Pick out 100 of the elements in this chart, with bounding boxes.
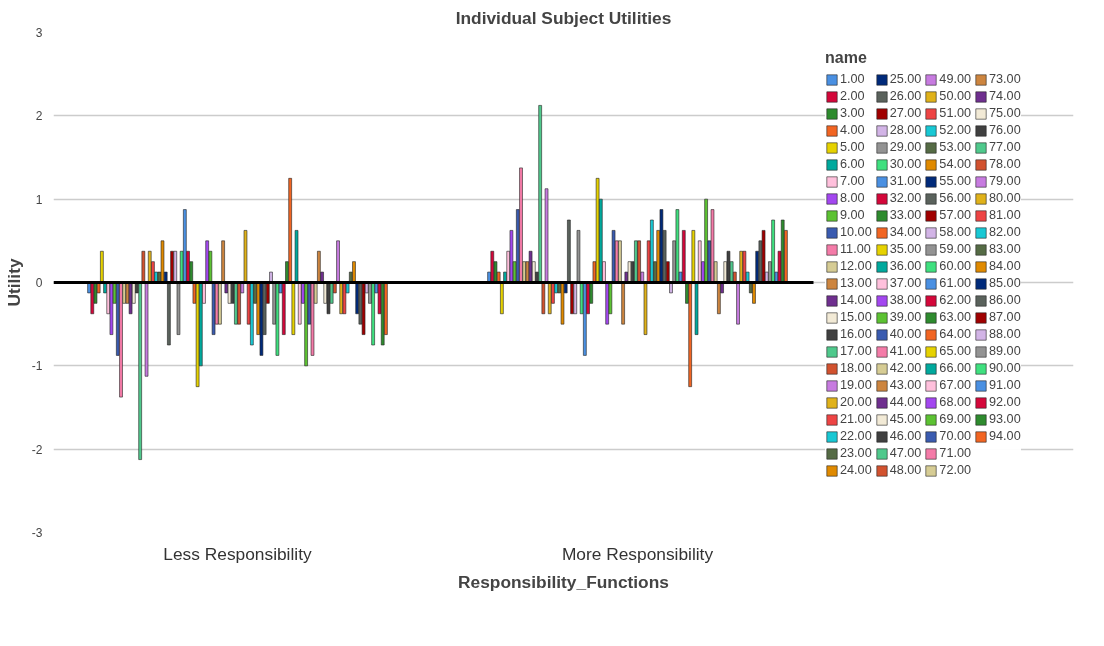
legend-label: 43.00 [889,378,922,392]
bar [221,240,225,283]
legend-label: 21.00 [840,412,872,426]
legend-label: 35.00 [889,242,922,256]
bar [371,282,375,346]
legend-label: 6.00 [840,157,865,171]
bar [211,282,216,335]
legend-label: 13.00 [840,276,872,290]
bar [688,282,692,387]
bar [576,230,581,283]
legend-label: 25.00 [889,72,922,86]
bar [761,230,766,283]
legend-label: 34.00 [889,225,922,239]
legend-label: 94.00 [989,429,1021,443]
bar [342,282,347,315]
bar [500,282,504,315]
bar [621,282,625,325]
bar [275,282,280,356]
bar [509,230,514,283]
bar [742,250,747,283]
legend-label: 64.00 [939,327,972,341]
bar [538,105,542,283]
bar [160,240,165,283]
bar [297,282,302,325]
legend-label: 32.00 [889,191,922,205]
bar [573,282,578,315]
legend-label: 22.00 [840,429,872,443]
legend-label: 77.00 [989,140,1021,154]
y-tick-label: -2 [31,442,43,457]
x-axis-title: Responsibility_Functions [458,571,669,592]
legend-label: 92.00 [989,395,1021,409]
bar [682,230,686,283]
legend-label: 76.00 [989,123,1021,137]
legend-label: 4.00 [840,123,865,137]
legend-label: 65.00 [939,344,972,358]
bar [195,282,200,387]
chart-title: Individual Subject Utilities [455,7,672,28]
legend-label: 53.00 [939,140,972,154]
legend-label: 26.00 [889,89,922,103]
legend-label: 11.00 [840,242,871,256]
legend-label: 29.00 [889,140,922,154]
legend-label: 8.00 [840,191,865,205]
legend-label: 75.00 [989,106,1021,120]
legend-label: 42.00 [889,361,922,375]
legend-label: 73.00 [989,72,1021,86]
legend-label: 23.00 [840,446,872,460]
bar [659,209,664,283]
legend-label: 51.00 [939,106,972,120]
legend-label: 28.00 [889,123,922,137]
legend-label: 5.00 [840,140,865,154]
bar [691,230,696,283]
legend-label: 38.00 [889,293,922,307]
legend-label: 15.00 [840,310,872,324]
legend-label: 83.00 [989,242,1021,256]
legend-label: 41.00 [889,344,922,358]
legend-label: 79.00 [989,174,1021,188]
legend-label: 52.00 [939,123,972,137]
bar [752,282,756,304]
legend-label: 93.00 [989,412,1021,426]
bar [704,198,708,283]
bar [605,282,609,325]
legend-label: 10.00 [840,225,872,239]
bar [560,282,565,325]
legend-label: 84.00 [989,259,1021,273]
legend-label: 33.00 [889,208,922,222]
legend-label: 48.00 [889,463,922,477]
legend-label: 24.00 [840,463,872,477]
y-tick-label: 1 [35,192,43,207]
legend-label: 66.00 [939,361,972,375]
bar [643,282,648,335]
legend-label: 20.00 [840,395,872,409]
x-tick-label: More Responsibility [561,543,714,564]
legend-label: 80.00 [989,191,1021,205]
y-tick-label: -3 [31,526,43,540]
legend-label: 70.00 [939,429,972,443]
legend-label: 39.00 [889,310,922,324]
bar [361,282,366,335]
bar [282,282,286,335]
legend-label: 12.00 [840,259,872,273]
legend-label: 49.00 [939,72,972,86]
bar [697,240,702,283]
bar [291,282,296,335]
y-tick-label: -1 [31,359,43,374]
legend-label: 88.00 [989,327,1021,341]
legend-label: 27.00 [889,106,922,120]
legend-label: 60.00 [939,259,972,273]
bar [243,230,248,283]
legend-label: 44.00 [889,395,922,409]
y-tick-label: 3 [35,26,43,40]
bar [519,167,523,283]
legend-label: 17.00 [840,344,872,358]
legend-label: 82.00 [989,225,1021,239]
legend-label: 58.00 [939,225,972,239]
bar [694,282,699,335]
legend-label: 55.00 [939,174,972,188]
bar [541,282,546,315]
bar [310,282,315,356]
legend-label: 87.00 [989,310,1021,324]
y-tick-label: 2 [35,109,43,124]
bar [205,240,209,283]
